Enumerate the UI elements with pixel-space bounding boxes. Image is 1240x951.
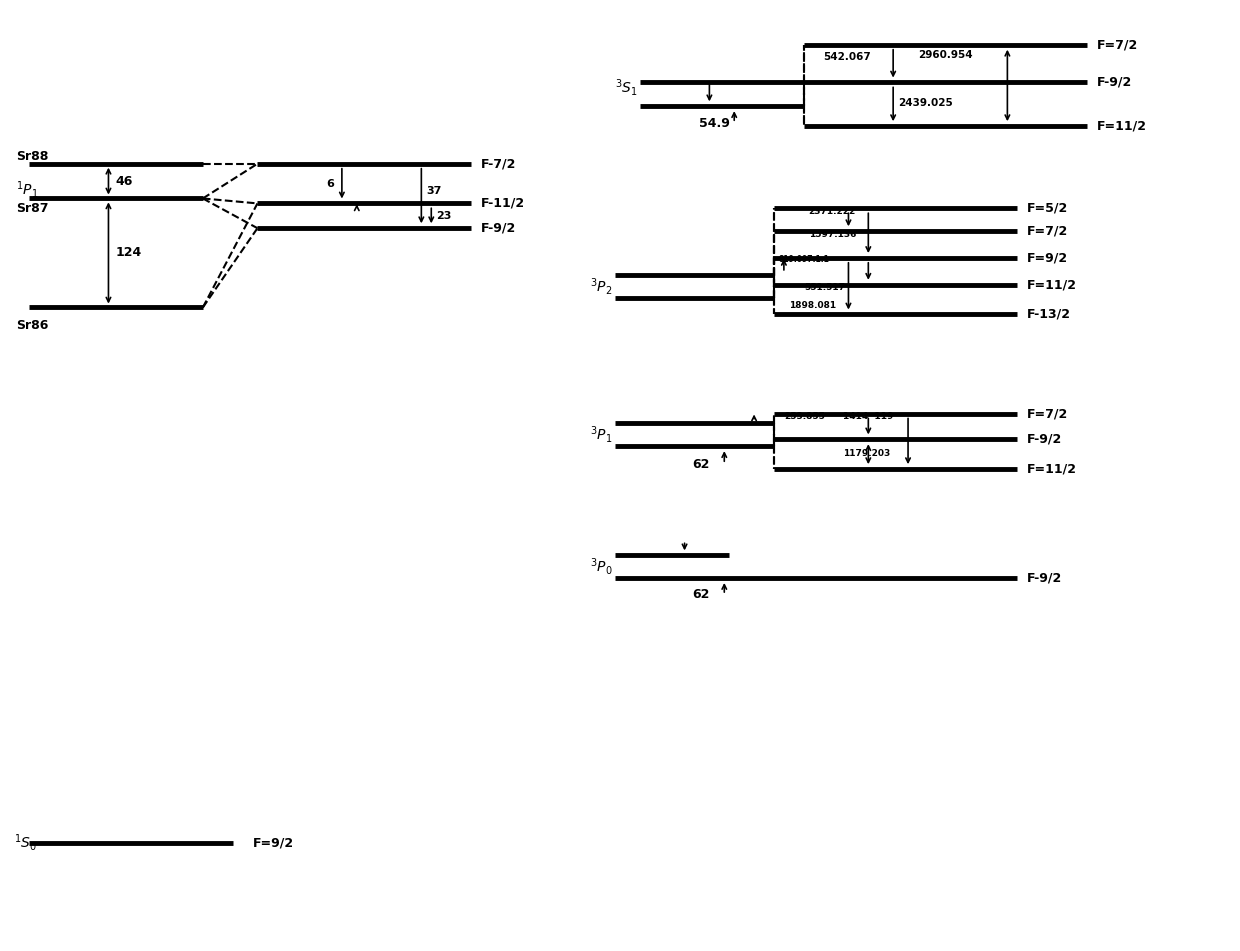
Text: F-7/2: F-7/2 bbox=[481, 157, 516, 170]
Text: F=9/2: F=9/2 bbox=[253, 836, 294, 849]
Text: 1179.203: 1179.203 bbox=[843, 449, 890, 458]
Text: 2960.954: 2960.954 bbox=[918, 49, 972, 60]
Text: F=11/2: F=11/2 bbox=[1027, 279, 1078, 291]
Text: 1414  119: 1414 119 bbox=[843, 412, 894, 420]
Text: 46: 46 bbox=[115, 175, 133, 187]
Text: $^1P_1$: $^1P_1$ bbox=[16, 179, 38, 200]
Text: 2439.025: 2439.025 bbox=[898, 98, 952, 108]
Text: $^1S_0$: $^1S_0$ bbox=[14, 832, 37, 853]
Text: 37: 37 bbox=[427, 186, 441, 196]
Text: 62: 62 bbox=[692, 457, 709, 471]
Text: F-9/2: F-9/2 bbox=[481, 222, 516, 235]
Text: 253.855: 253.855 bbox=[784, 412, 825, 420]
Text: $^3P_0$: $^3P_0$ bbox=[590, 556, 613, 577]
Text: F-9/2: F-9/2 bbox=[1027, 433, 1063, 446]
Text: Sr86: Sr86 bbox=[16, 319, 48, 332]
Text: 2371.222: 2371.222 bbox=[808, 207, 856, 216]
Text: 819.097.1.1: 819.097.1.1 bbox=[779, 255, 830, 263]
Text: F=11/2: F=11/2 bbox=[1027, 462, 1078, 476]
Text: $^3P_1$: $^3P_1$ bbox=[590, 424, 613, 445]
Text: 542.067: 542.067 bbox=[823, 51, 872, 62]
Text: 6: 6 bbox=[326, 179, 334, 188]
Text: F-9/2: F-9/2 bbox=[1027, 572, 1063, 585]
Text: Sr87: Sr87 bbox=[16, 202, 48, 215]
Text: F=5/2: F=5/2 bbox=[1027, 202, 1069, 215]
Text: Sr88: Sr88 bbox=[16, 150, 48, 164]
Text: 1898.081: 1898.081 bbox=[789, 301, 836, 310]
Text: 124: 124 bbox=[115, 246, 141, 260]
Text: F-13/2: F-13/2 bbox=[1027, 308, 1071, 320]
Text: 1597.136: 1597.136 bbox=[808, 230, 856, 239]
Text: 62: 62 bbox=[692, 589, 709, 601]
Text: 23: 23 bbox=[436, 211, 451, 221]
Text: 551.517: 551.517 bbox=[804, 282, 844, 292]
Text: F=7/2: F=7/2 bbox=[1027, 407, 1069, 420]
Text: $^3S_1$: $^3S_1$ bbox=[615, 77, 637, 98]
Text: F-11/2: F-11/2 bbox=[481, 197, 525, 210]
Text: F=7/2: F=7/2 bbox=[1096, 38, 1138, 51]
Text: $^3P_2$: $^3P_2$ bbox=[590, 276, 613, 297]
Text: F=7/2: F=7/2 bbox=[1027, 224, 1069, 238]
Text: 54.9: 54.9 bbox=[699, 117, 730, 129]
Text: F-9/2: F-9/2 bbox=[1096, 76, 1132, 89]
Text: F=9/2: F=9/2 bbox=[1027, 251, 1069, 264]
Text: F=11/2: F=11/2 bbox=[1096, 120, 1147, 132]
